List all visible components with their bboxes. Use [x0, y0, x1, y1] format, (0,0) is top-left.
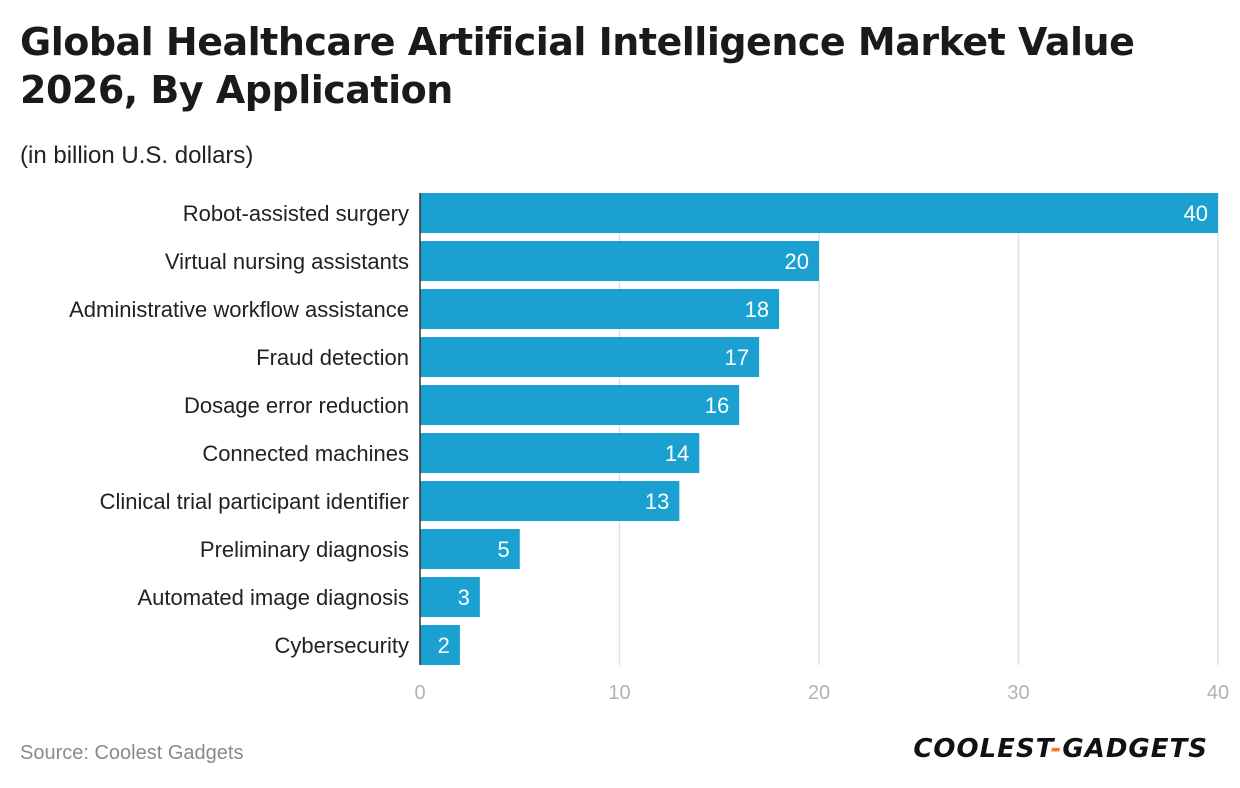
chart-title: Global Healthcare Artificial Intelligenc…: [20, 20, 1135, 112]
data-label: 3: [458, 585, 470, 610]
bar: [420, 385, 740, 425]
data-label: 40: [1184, 201, 1208, 226]
category-label: Clinical trial participant identifier: [100, 489, 409, 514]
brand-logo: COOLEST-GADGETS: [913, 734, 1208, 764]
x-tick-label: 40: [1207, 682, 1229, 704]
data-label: 18: [745, 297, 769, 322]
category-label: Administrative workflow assistance: [69, 297, 409, 322]
data-label: 5: [498, 537, 510, 562]
chart-subtitle: (in billion U.S. dollars): [20, 142, 254, 169]
category-label: Fraud detection: [256, 345, 409, 370]
bar: [420, 433, 700, 473]
category-label: Automated image diagnosis: [138, 585, 410, 610]
category-label: Connected machines: [202, 441, 409, 466]
data-label: 20: [785, 249, 809, 274]
source-note: Source: Coolest Gadgets: [20, 742, 244, 764]
x-tick-label: 20: [808, 682, 830, 704]
bar: [420, 529, 520, 569]
category-label: Preliminary diagnosis: [200, 537, 409, 562]
logo-text-left: COOLEST: [913, 734, 1051, 764]
data-label: 17: [725, 345, 749, 370]
data-label: 16: [705, 393, 729, 418]
x-tick-label: 10: [608, 682, 630, 704]
category-label: Robot-assisted surgery: [183, 201, 409, 226]
bar: [420, 193, 1218, 233]
bar: [420, 625, 460, 665]
logo-text-right: GADGETS: [1062, 734, 1208, 764]
bar: [420, 241, 819, 281]
x-tick-label: 0: [414, 682, 425, 704]
data-label: 2: [438, 633, 450, 658]
data-label: 13: [645, 489, 669, 514]
bar: [420, 289, 780, 329]
bar: [420, 577, 480, 617]
category-label: Virtual nursing assistants: [165, 249, 409, 274]
bar: [420, 481, 680, 521]
category-label: Dosage error reduction: [184, 393, 409, 418]
bar: [420, 337, 760, 377]
logo-dash: -: [1050, 734, 1063, 764]
data-label: 14: [665, 441, 689, 466]
category-label: Cybersecurity: [275, 633, 409, 658]
x-tick-label: 30: [1007, 682, 1029, 704]
